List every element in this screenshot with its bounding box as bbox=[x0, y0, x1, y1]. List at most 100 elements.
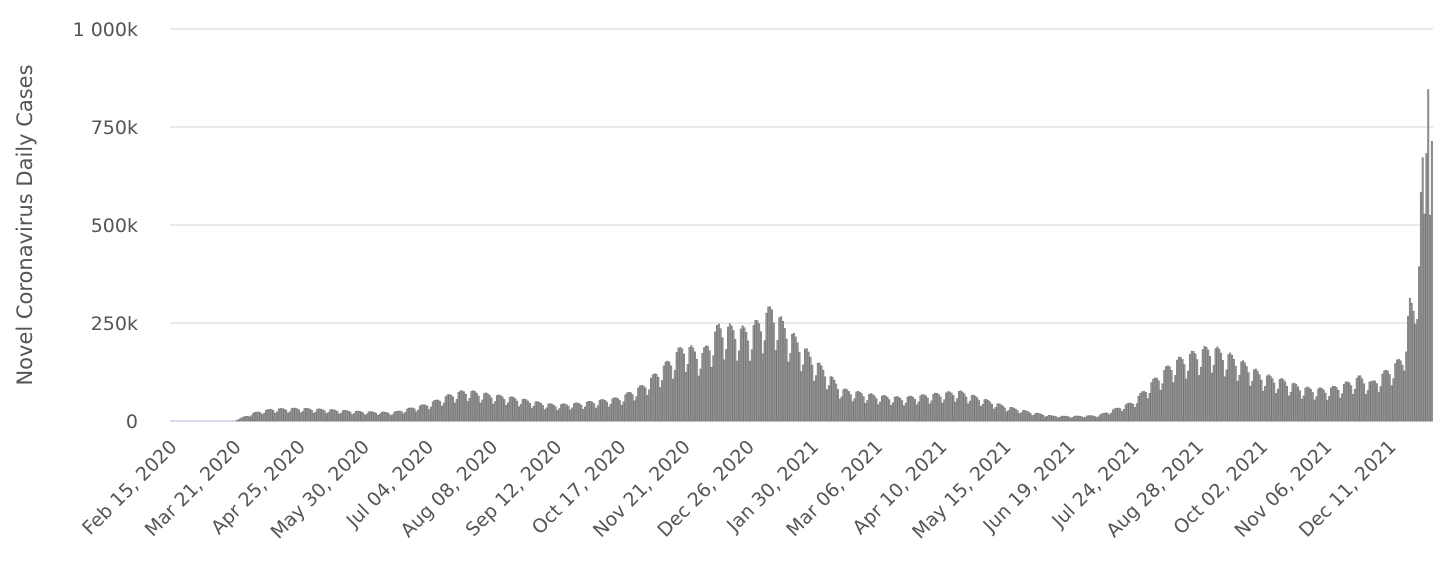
y-tick-label: 500k bbox=[91, 215, 138, 237]
daily-case-bar bbox=[1374, 380, 1377, 422]
daily-case-bar bbox=[386, 412, 388, 422]
daily-case-bar bbox=[243, 416, 246, 422]
daily-case-bar bbox=[1410, 302, 1413, 422]
daily-case-bar bbox=[1033, 414, 1036, 422]
daily-case-bar bbox=[1286, 386, 1289, 422]
daily-case-bar bbox=[450, 394, 453, 422]
daily-case-bar bbox=[1414, 323, 1417, 422]
daily-case-bar bbox=[265, 410, 268, 422]
daily-case-bar bbox=[706, 345, 709, 422]
daily-case-bar bbox=[1253, 369, 1256, 422]
daily-case-bar bbox=[637, 387, 640, 422]
daily-case-bar bbox=[937, 394, 940, 422]
daily-case-bar bbox=[741, 325, 744, 422]
daily-case-bar bbox=[452, 396, 454, 422]
daily-case-bar bbox=[342, 410, 344, 422]
daily-case-bar bbox=[1326, 399, 1329, 422]
daily-case-bar bbox=[347, 410, 350, 422]
daily-case-bar bbox=[736, 360, 739, 422]
daily-case-bar bbox=[580, 404, 583, 422]
daily-case-bar bbox=[380, 411, 383, 422]
daily-case-bar bbox=[382, 411, 385, 422]
daily-case-bar bbox=[915, 404, 918, 422]
daily-case-bar bbox=[492, 403, 495, 422]
daily-case-bar bbox=[1097, 416, 1100, 422]
daily-case-bar bbox=[369, 411, 372, 422]
daily-case-bar bbox=[791, 333, 794, 422]
daily-case-bar bbox=[545, 407, 548, 422]
daily-case-bar bbox=[804, 348, 806, 422]
daily-case-bar bbox=[1218, 348, 1221, 422]
daily-case-bar bbox=[879, 401, 882, 422]
daily-case-bar bbox=[1185, 378, 1188, 422]
daily-case-bar bbox=[367, 411, 370, 422]
daily-case-bar bbox=[659, 387, 662, 422]
daily-case-bar bbox=[615, 397, 618, 422]
daily-case-bar bbox=[624, 394, 627, 422]
daily-case-bar bbox=[723, 359, 726, 422]
daily-case-bar bbox=[552, 404, 555, 422]
daily-case-bar bbox=[928, 403, 931, 422]
daily-case-bar bbox=[1372, 380, 1375, 422]
daily-case-bar bbox=[831, 376, 834, 422]
daily-case-bar bbox=[1276, 388, 1279, 422]
daily-case-bar bbox=[793, 332, 795, 422]
daily-case-bar bbox=[705, 345, 707, 422]
daily-case-bar bbox=[1194, 353, 1197, 422]
daily-case-bar bbox=[1258, 374, 1261, 422]
daily-case-bar bbox=[519, 404, 522, 422]
daily-case-bar bbox=[780, 316, 783, 422]
daily-case-bar bbox=[397, 410, 399, 422]
daily-case-bar bbox=[276, 411, 279, 422]
daily-case-bar bbox=[312, 412, 315, 422]
daily-case-bar bbox=[1023, 410, 1026, 422]
daily-case-bar bbox=[1009, 407, 1012, 422]
daily-case-bar bbox=[1082, 417, 1085, 422]
daily-case-bar bbox=[521, 399, 524, 422]
daily-case-bar bbox=[1300, 398, 1303, 422]
daily-case-bar bbox=[694, 351, 696, 422]
daily-case-bar bbox=[1209, 356, 1212, 422]
daily-case-bar bbox=[578, 403, 581, 422]
daily-case-bar bbox=[1396, 359, 1399, 422]
daily-case-bar bbox=[972, 394, 975, 422]
daily-case-bar bbox=[1060, 415, 1063, 422]
daily-case-bar bbox=[261, 414, 264, 422]
daily-case-bar bbox=[1394, 363, 1397, 422]
daily-case-bar bbox=[981, 403, 984, 422]
daily-case-bar bbox=[1238, 374, 1241, 422]
daily-case-bar bbox=[648, 389, 651, 422]
daily-case-bar bbox=[750, 349, 753, 422]
daily-case-bar bbox=[1383, 370, 1386, 422]
daily-case-bar bbox=[321, 409, 324, 422]
daily-case-bar bbox=[655, 373, 658, 422]
daily-case-bar bbox=[877, 404, 880, 422]
daily-case-bar bbox=[646, 395, 649, 422]
daily-case-bar bbox=[400, 411, 403, 422]
daily-case-bar bbox=[631, 394, 634, 422]
daily-case-bar bbox=[554, 406, 557, 422]
daily-case-bar bbox=[338, 413, 341, 422]
daily-case-bar bbox=[1176, 359, 1179, 422]
daily-case-bar bbox=[684, 371, 687, 422]
daily-case-bar bbox=[518, 406, 520, 422]
daily-case-bar bbox=[858, 391, 861, 422]
daily-case-bar bbox=[703, 347, 706, 422]
daily-case-bar bbox=[1201, 349, 1204, 422]
daily-case-bar bbox=[1302, 395, 1305, 422]
daily-case-bar bbox=[888, 399, 891, 422]
daily-case-bar bbox=[409, 407, 412, 422]
daily-case-bar bbox=[1207, 349, 1210, 422]
daily-case-bar bbox=[1350, 385, 1353, 422]
daily-case-bar bbox=[1412, 310, 1415, 422]
daily-case-bar bbox=[1418, 266, 1421, 422]
daily-case-bar bbox=[1243, 362, 1246, 422]
daily-case-bar bbox=[1249, 385, 1252, 422]
daily-case-bar bbox=[343, 409, 346, 422]
daily-case-bar bbox=[613, 397, 616, 422]
daily-case-bar bbox=[943, 399, 946, 422]
daily-case-bar bbox=[871, 394, 874, 422]
daily-case-bar bbox=[1385, 369, 1388, 422]
daily-case-bar bbox=[1381, 373, 1384, 422]
daily-case-bar bbox=[1073, 415, 1076, 422]
